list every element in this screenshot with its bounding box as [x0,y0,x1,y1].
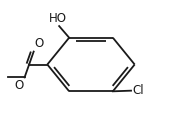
Text: O: O [35,37,44,50]
Text: HO: HO [49,12,67,25]
Text: O: O [14,79,24,92]
Text: Cl: Cl [132,84,144,97]
